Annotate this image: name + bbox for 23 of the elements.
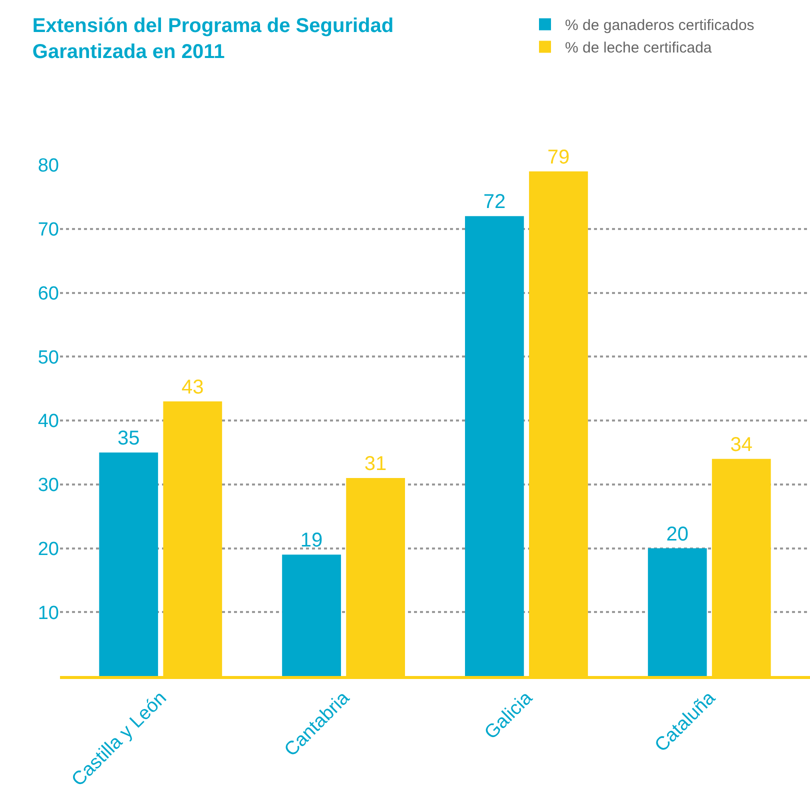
bar: [465, 216, 524, 676]
legend-label: % de leche certificada: [565, 40, 712, 57]
data-label: 35: [117, 427, 140, 450]
y-tick-label: 20: [38, 538, 59, 560]
data-label: 43: [181, 376, 204, 398]
data-label: 72: [483, 191, 506, 214]
bar: [99, 452, 158, 676]
y-tick-label: 60: [38, 283, 59, 304]
y-tick-label: 70: [38, 220, 59, 241]
bar: [648, 548, 707, 676]
chart-title: Extensión del Programa de Seguridad Garantizada en 2011: [32, 15, 394, 64]
y-tick-label: 30: [38, 475, 59, 496]
y-tick-label: 40: [38, 411, 59, 432]
data-label: 19: [300, 530, 323, 552]
y-tick-label: 50: [38, 347, 59, 368]
data-label: 31: [364, 452, 387, 475]
y-tick-label: 10: [38, 602, 59, 624]
data-label: 79: [547, 146, 570, 168]
data-label: 34: [730, 434, 753, 456]
bar: [282, 554, 341, 676]
y-tick-label: 80: [38, 156, 59, 177]
data-label: 20: [666, 523, 689, 546]
legend-label: % de ganaderos certificados: [565, 17, 754, 34]
